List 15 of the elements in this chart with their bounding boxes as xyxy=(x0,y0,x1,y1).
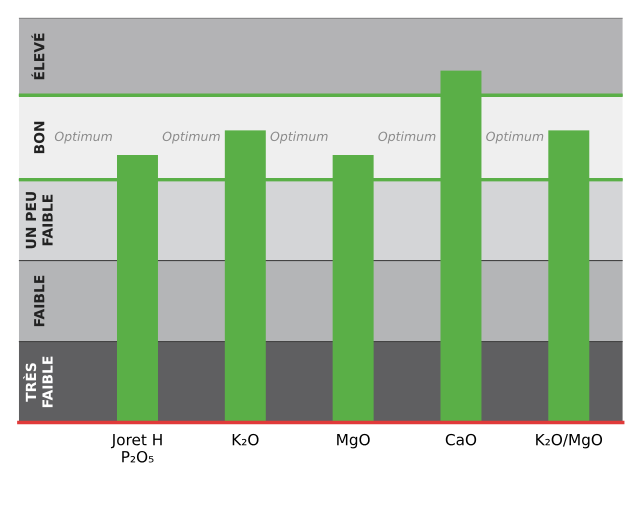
x-tick-label: Joret H P₂O₅ xyxy=(110,434,162,463)
x-tick-label: K₂O xyxy=(232,434,259,446)
annotation: Optimum xyxy=(54,131,112,144)
band-label: BON xyxy=(34,122,44,154)
annotation: Optimum xyxy=(486,131,544,144)
annotation: Optimum xyxy=(162,131,220,144)
band-label: UN PEU FAIBLE xyxy=(26,192,53,248)
band-label: ÉLEVÉ xyxy=(31,34,44,80)
x-tick-label: MgO xyxy=(337,434,370,448)
annotation: Optimum xyxy=(270,131,328,144)
x-tick-label: CaO xyxy=(446,434,476,446)
band-label: TRÈS FAIBLE xyxy=(23,356,53,408)
band-label: FAIBLE xyxy=(34,276,44,326)
annotation: Optimum xyxy=(378,131,436,144)
x-tick-label: K₂O/MgO xyxy=(536,434,602,448)
